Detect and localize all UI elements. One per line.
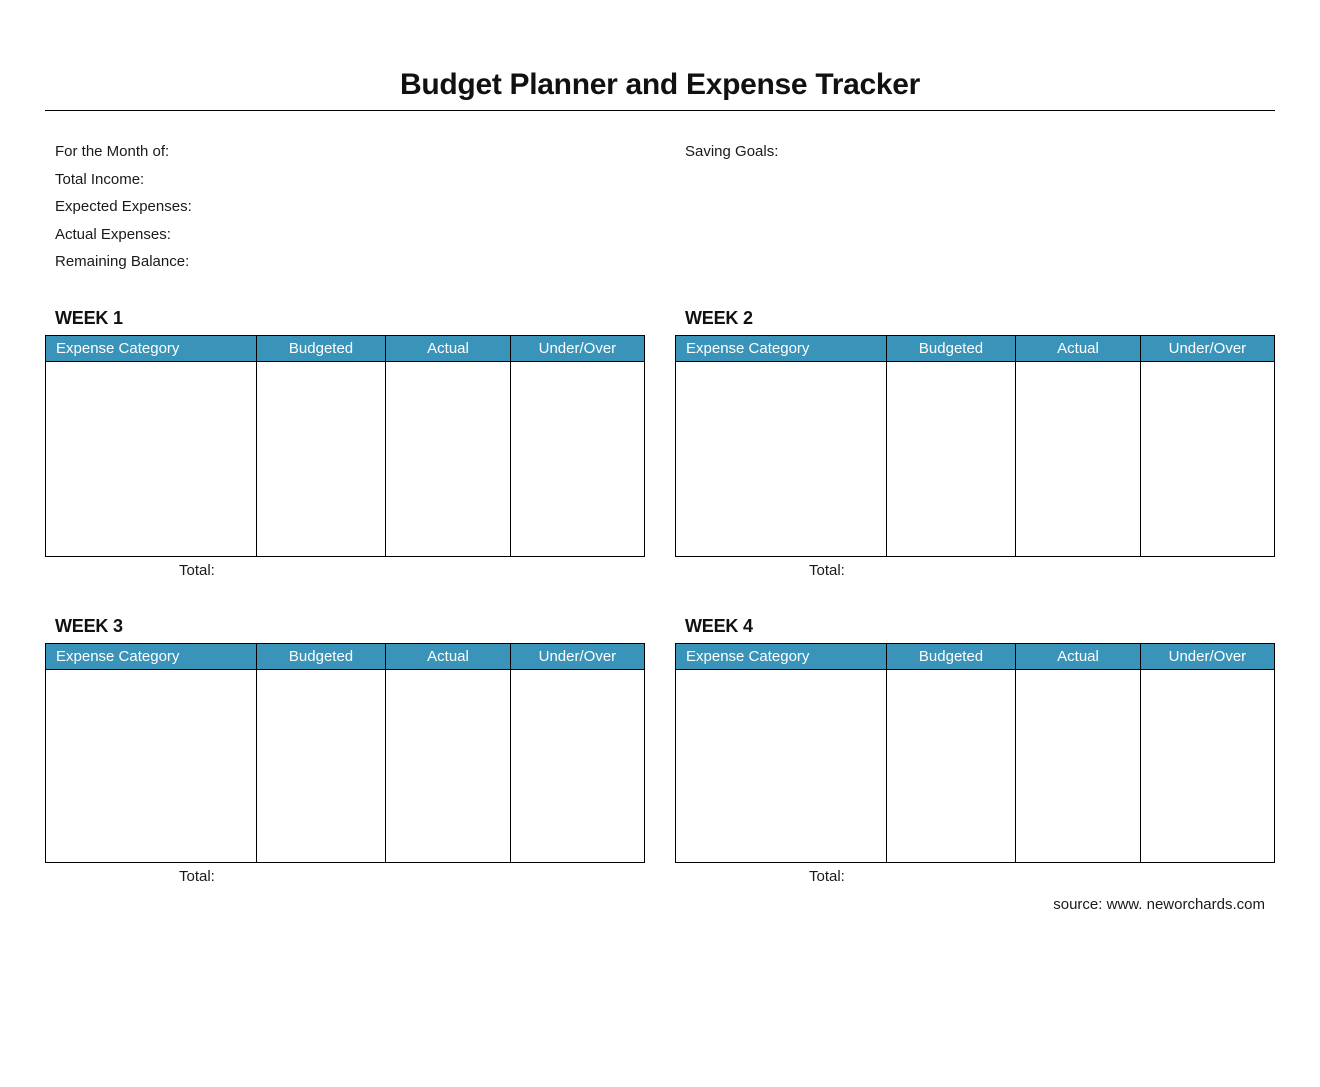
weeks-row-2: WEEK 3 Expense Category Budgeted Actual … <box>45 615 1276 885</box>
week-3-entry-row <box>45 668 646 863</box>
column-header-expense-category: Expense Category <box>675 642 887 670</box>
week-2-table: Expense Category Budgeted Actual Under/O… <box>675 334 1276 557</box>
week-2-entry-row <box>675 360 1276 557</box>
column-header-under-over: Under/Over <box>1139 642 1276 670</box>
summary-labels: For the Month of: Total Income: Expected… <box>45 138 675 276</box>
saving-goals-label: Saving Goals: <box>685 143 779 160</box>
week-4-title: WEEK 4 <box>685 615 753 636</box>
week-3-actual-cell[interactable] <box>385 668 511 863</box>
week-2-section: WEEK 2 Expense Category Budgeted Actual … <box>675 307 1276 579</box>
week-1-category-cell[interactable] <box>45 360 257 557</box>
week-2-actual-cell[interactable] <box>1015 360 1141 557</box>
week-4-header-row: Expense Category Budgeted Actual Under/O… <box>675 642 1276 670</box>
week-3-header-row: Expense Category Budgeted Actual Under/O… <box>45 642 646 670</box>
expected-expenses-label: Expected Expenses: <box>55 198 192 215</box>
column-header-expense-category: Expense Category <box>675 334 887 362</box>
title-divider <box>45 110 1275 111</box>
weeks-row-1: WEEK 1 Expense Category Budgeted Actual … <box>45 307 1276 579</box>
week-2-total-label: Total: <box>809 561 845 579</box>
column-header-budgeted: Budgeted <box>885 642 1017 670</box>
actual-expenses-label: Actual Expenses: <box>55 225 171 243</box>
week-1-header-row: Expense Category Budgeted Actual Under/O… <box>45 334 646 362</box>
month-label: For the Month of: <box>55 143 170 160</box>
remaining-balance-label: Remaining Balance: <box>55 253 190 270</box>
week-3-total-label: Total: <box>179 867 215 885</box>
week-4-actual-cell[interactable] <box>1015 668 1141 863</box>
week-4-budgeted-cell[interactable] <box>885 668 1017 863</box>
column-header-budgeted: Budgeted <box>885 334 1017 362</box>
week-2-under-over-cell[interactable] <box>1139 360 1276 557</box>
column-header-actual: Actual <box>1015 334 1141 362</box>
week-1-table: Expense Category Budgeted Actual Under/O… <box>45 334 646 557</box>
column-header-budgeted: Budgeted <box>255 334 387 362</box>
week-4-under-over-cell[interactable] <box>1139 668 1276 863</box>
week-1-section: WEEK 1 Expense Category Budgeted Actual … <box>45 307 646 579</box>
week-1-title: WEEK 1 <box>55 307 123 328</box>
week-1-actual-cell[interactable] <box>385 360 511 557</box>
source-credit: source: www. neworchards.com <box>1053 895 1265 913</box>
week-2-header-row: Expense Category Budgeted Actual Under/O… <box>675 334 1276 362</box>
budget-planner-page: Budget Planner and Expense Tracker For t… <box>0 67 1320 1087</box>
week-1-entry-row <box>45 360 646 557</box>
week-4-table: Expense Category Budgeted Actual Under/O… <box>675 642 1276 863</box>
week-2-category-cell[interactable] <box>675 360 887 557</box>
week-3-budgeted-cell[interactable] <box>255 668 387 863</box>
total-income-label: Total Income: <box>55 170 145 188</box>
summary-section: For the Month of: Total Income: Expected… <box>45 138 1275 276</box>
week-4-category-cell[interactable] <box>675 668 887 863</box>
week-4-section: WEEK 4 Expense Category Budgeted Actual … <box>675 615 1276 885</box>
week-1-under-over-cell[interactable] <box>509 360 646 557</box>
column-header-actual: Actual <box>385 642 511 670</box>
week-3-title: WEEK 3 <box>55 615 123 636</box>
column-header-expense-category: Expense Category <box>45 642 257 670</box>
week-3-table: Expense Category Budgeted Actual Under/O… <box>45 642 646 863</box>
week-3-under-over-cell[interactable] <box>509 668 646 863</box>
column-header-actual: Actual <box>385 334 511 362</box>
week-2-title: WEEK 2 <box>685 307 753 328</box>
saving-goals-section: Saving Goals: <box>675 138 1275 276</box>
column-header-under-over: Under/Over <box>1139 334 1276 362</box>
column-header-under-over: Under/Over <box>509 642 646 670</box>
week-4-total-label: Total: <box>809 867 845 885</box>
week-3-section: WEEK 3 Expense Category Budgeted Actual … <box>45 615 646 885</box>
column-header-expense-category: Expense Category <box>45 334 257 362</box>
week-1-budgeted-cell[interactable] <box>255 360 387 557</box>
column-header-actual: Actual <box>1015 642 1141 670</box>
column-header-budgeted: Budgeted <box>255 642 387 670</box>
week-3-category-cell[interactable] <box>45 668 257 863</box>
week-4-entry-row <box>675 668 1276 863</box>
column-header-under-over: Under/Over <box>509 334 646 362</box>
week-1-total-label: Total: <box>179 561 215 579</box>
week-2-budgeted-cell[interactable] <box>885 360 1017 557</box>
page-title: Budget Planner and Expense Tracker <box>400 68 920 101</box>
